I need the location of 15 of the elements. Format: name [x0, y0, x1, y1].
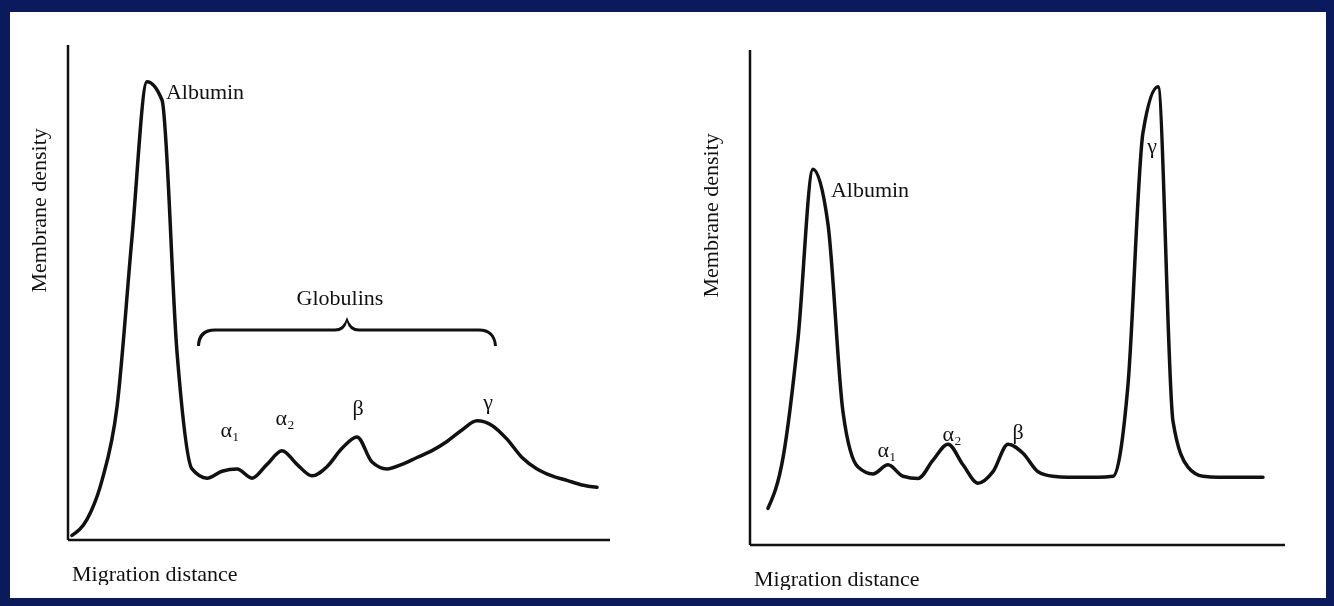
annotation: α₂ [942, 421, 962, 447]
annotation: β [352, 395, 364, 421]
y-axis-title: Membrane density [697, 133, 723, 298]
y-axis-title: Membrane density [25, 128, 51, 293]
annotation: Globulins [296, 285, 384, 311]
x-axis-title: Migration distance [72, 561, 238, 586]
annotation: α₁ [220, 417, 240, 443]
annotation: Albumin [830, 177, 910, 203]
annotation: Albumin [165, 79, 245, 105]
annotation: γ [483, 389, 493, 415]
x-axis-title: Migration distance [754, 566, 920, 591]
annotation: β [1012, 419, 1024, 445]
annotation: α₂ [275, 405, 295, 431]
annotation: γ [1147, 133, 1157, 159]
annotation: α₁ [877, 437, 897, 463]
